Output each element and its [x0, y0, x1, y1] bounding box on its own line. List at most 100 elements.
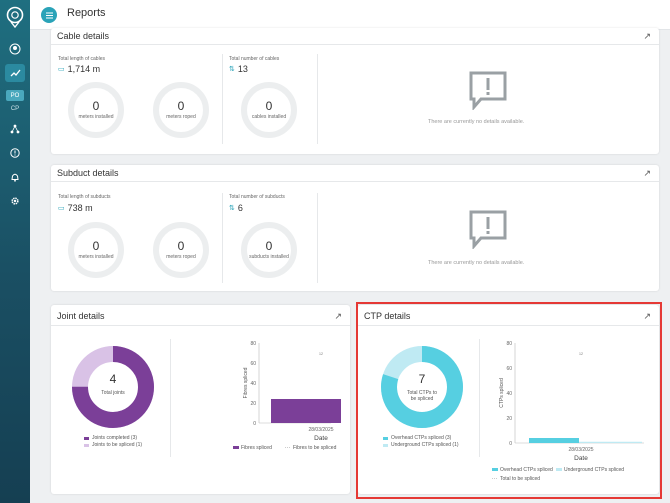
donut-segment-overhead — [381, 346, 463, 428]
meters-installed-ring: 0 meters installed — [68, 222, 124, 278]
logo-icon[interactable] — [5, 6, 25, 28]
cables-icon: ⇅ — [229, 205, 235, 212]
ctp-details-title: CTP details — [364, 311, 411, 321]
cable-details-card: Cable details ↗ Total length of cables ▭… — [51, 28, 659, 154]
y-tick-label: 20 — [506, 416, 512, 422]
y-tick-label: 20 — [250, 401, 256, 407]
expand-icon[interactable]: ↗ — [334, 311, 342, 321]
donut-segment-completed — [72, 346, 154, 428]
avatar-icon[interactable] — [5, 40, 25, 58]
legend-swatch — [233, 446, 239, 449]
hamburger-icon — [45, 12, 53, 18]
x-tick-label: 28/03/2025 — [308, 427, 333, 433]
expand-icon[interactable]: ↗ — [643, 311, 651, 321]
joint-total-value: 4 — [109, 372, 117, 386]
meters-roped-ring: 0 meters roped — [153, 82, 209, 138]
legend-item: Overhead CTPs spliced (3) — [383, 435, 451, 441]
sidebar-tag-po[interactable]: PO — [6, 90, 24, 101]
y-axis-label: Fibres spliced — [243, 367, 249, 398]
cable-number-label: Total number of cables — [229, 56, 280, 62]
cables-installed-ring: 0 cables installed — [241, 82, 297, 138]
sidebar: PO CP — [0, 0, 30, 503]
ctp-details-card: CTP details ↗ 7 Total CTPs to be spliced… — [358, 305, 659, 494]
cable-details-title: Cable details — [57, 31, 110, 41]
y-tick-label: 60 — [250, 361, 256, 367]
expand-icon[interactable]: ↗ — [643, 31, 651, 41]
page-title: Reports — [67, 7, 106, 19]
meters-roped-ring: 0 meters roped — [153, 222, 209, 278]
reports-chart-icon[interactable] — [5, 64, 25, 82]
legend-item: Joints to be spliced (1) — [84, 442, 142, 448]
y-tick-label: 80 — [506, 341, 512, 347]
subduct-number-value: ⇅ 6 — [229, 203, 243, 213]
joint-total-label: Total joints — [101, 390, 125, 396]
legend-label: Fibres spliced — [241, 445, 272, 451]
bar-underground-ctps-spliced — [579, 441, 642, 443]
legend-swatch — [556, 468, 562, 471]
legend-item: Joints completed (3) — [84, 435, 137, 441]
legend-swatch — [492, 468, 498, 471]
subducts-installed-ring: 0 subducts installed — [241, 222, 297, 278]
bell-icon[interactable] — [5, 168, 25, 186]
menu-button[interactable] — [41, 7, 57, 23]
legend-label: Overhead CTPs spliced — [500, 467, 553, 473]
cable-length-label: Total length of cables — [58, 56, 105, 62]
chart-annotation: 12 — [319, 352, 323, 356]
y-tick-label: 40 — [506, 391, 512, 397]
legend-item: Underground CTPs spliced (1) — [383, 442, 459, 448]
subduct-number-label: Total number of subducts — [229, 194, 285, 200]
network-icon[interactable] — [5, 120, 25, 138]
empty-message: There are currently no details available… — [428, 119, 525, 125]
help-icon[interactable] — [5, 144, 25, 162]
divider — [317, 193, 318, 283]
top-bar: Reports — [30, 0, 670, 30]
divider — [170, 339, 171, 457]
alert-comment-icon — [469, 210, 507, 249]
x-tick-label: 28/03/2025 — [568, 447, 593, 453]
divider — [479, 339, 480, 457]
joint-details-title: Joint details — [57, 311, 105, 321]
ruler-icon: ▭ — [58, 205, 65, 212]
subduct-details-title: Subduct details — [57, 168, 119, 178]
ctp-donut — [381, 346, 463, 428]
subduct-length-value: ▭ 738 m — [58, 203, 93, 213]
cables-icon: ⇅ — [229, 66, 235, 73]
ctp-chart: 0 20 40 60 80 CTPs spliced 12 28/03/2025 Date Ove… — [492, 341, 644, 482]
subduct-details-card: Subduct details ↗ Total length of subduc… — [51, 165, 659, 291]
cable-length-value: ▭ 1,714 m — [58, 64, 101, 74]
divider — [222, 54, 223, 144]
y-tick-label: 80 — [250, 341, 256, 347]
bar-overhead-ctps-spliced — [529, 438, 579, 443]
card-divider — [358, 325, 659, 326]
alert-comment-icon — [469, 71, 507, 110]
cable-number-value: ⇅ 13 — [229, 64, 248, 74]
ruler-icon: ▭ — [58, 66, 65, 73]
selection-highlight — [356, 302, 662, 499]
joint-details-card: Joint details ↗ 4 Total joints Joints co… — [51, 305, 350, 494]
x-axis-label: Date — [574, 455, 588, 462]
fibres-chart: 0 20 40 60 80 Fibres spliced 12 28/03/2025 Date F… — [233, 341, 341, 451]
divider — [222, 193, 223, 283]
legend-label: Fibres to be spliced — [293, 445, 337, 451]
expand-icon[interactable]: ↗ — [643, 168, 651, 178]
empty-message: There are currently no details available… — [428, 260, 525, 266]
card-divider — [51, 325, 350, 326]
chart-annotation: 12 — [579, 352, 583, 356]
legend-label: Underground CTPs spliced — [564, 467, 624, 473]
y-tick-label: 40 — [250, 381, 256, 387]
subduct-length-label: Total length of subducts — [58, 194, 111, 200]
x-axis-label: Date — [314, 435, 328, 442]
y-axis-label: CTPs spliced — [499, 378, 505, 408]
bar-fibres-spliced — [271, 399, 341, 423]
legend-label: Total to be spliced — [500, 476, 540, 482]
y-tick-label: 0 — [509, 441, 512, 447]
card-divider — [51, 181, 659, 182]
joint-donut — [72, 346, 154, 428]
sidebar-tag-cp[interactable]: CP — [10, 105, 20, 112]
gear-icon[interactable] — [5, 192, 25, 210]
card-divider — [51, 44, 659, 45]
divider — [317, 54, 318, 144]
y-tick-label: 0 — [253, 421, 256, 427]
ctp-total-label: Total CTPs to be spliced — [406, 390, 437, 402]
ctp-total-value: 7 — [418, 372, 426, 386]
